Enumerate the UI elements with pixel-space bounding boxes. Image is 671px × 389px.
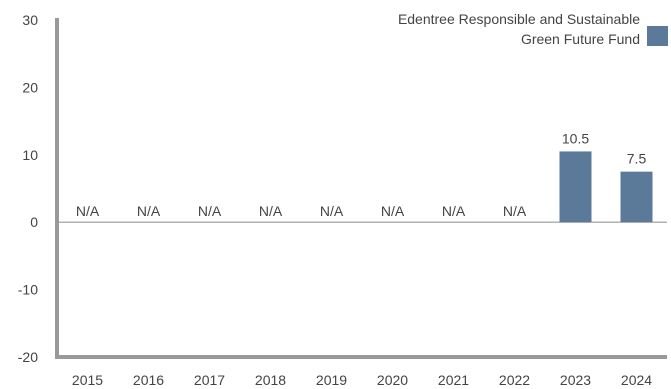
bar xyxy=(559,151,592,223)
legend-swatch xyxy=(647,26,668,46)
x-tick-label: 2024 xyxy=(621,372,652,388)
x-tick-label: 2021 xyxy=(438,372,469,388)
data-label: N/A xyxy=(198,203,222,219)
y-tick-label: 10 xyxy=(22,147,38,163)
bars-group xyxy=(559,151,653,223)
x-tick-label: 2019 xyxy=(316,372,347,388)
legend-label-line2: Green Future Fund xyxy=(521,31,640,47)
legend-label-line1: Edentree Responsible and Sustainable xyxy=(398,11,640,27)
data-label: 7.5 xyxy=(627,151,647,167)
x-tick-label: 2020 xyxy=(377,372,408,388)
legend: Edentree Responsible and Sustainable Gre… xyxy=(398,11,668,47)
data-label: N/A xyxy=(381,203,405,219)
data-label: N/A xyxy=(76,203,100,219)
x-tick-label: 2022 xyxy=(499,372,530,388)
x-tick-label: 2023 xyxy=(560,372,591,388)
y-tick-label: 30 xyxy=(22,12,38,28)
x-tick-label: 2017 xyxy=(194,372,225,388)
x-tick-label: 2018 xyxy=(255,372,286,388)
y-tick-label: 0 xyxy=(30,214,38,230)
x-tick-label: 2015 xyxy=(72,372,103,388)
data-label: 10.5 xyxy=(562,130,589,146)
x-axis-ticks: 2015 2016 2017 2018 2019 2020 2021 2022 2023 2024 xyxy=(72,372,652,388)
data-label: N/A xyxy=(503,203,527,219)
y-tick-label: -20 xyxy=(18,349,38,365)
data-label: N/A xyxy=(137,203,161,219)
y-tick-label: -10 xyxy=(18,282,38,298)
y-tick-label: 20 xyxy=(22,79,38,95)
bar xyxy=(620,171,653,223)
data-label: N/A xyxy=(442,203,466,219)
x-tick-label: 2016 xyxy=(133,372,164,388)
data-labels-group: N/A N/A N/A N/A N/A N/A N/A N/A 10.5 7.5 xyxy=(76,130,647,219)
y-axis-ticks: 30 20 10 0 -10 -20 xyxy=(18,12,38,365)
data-label: N/A xyxy=(259,203,283,219)
data-label: N/A xyxy=(320,203,344,219)
